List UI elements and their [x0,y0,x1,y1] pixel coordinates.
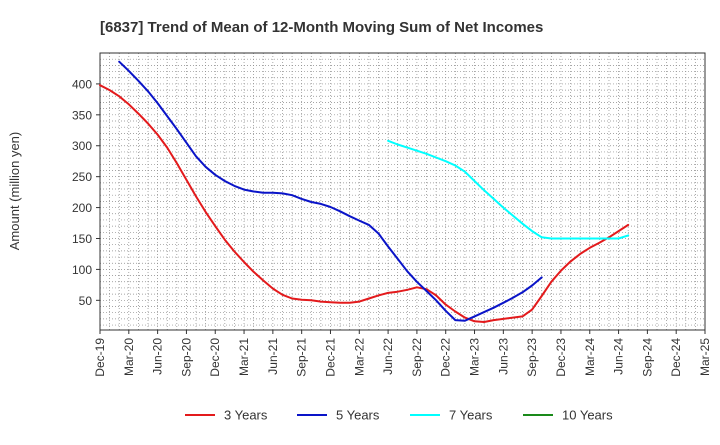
y-tick-label: 200 [72,201,92,215]
y-tick-label: 150 [72,232,92,246]
x-tick-label: Dec-20 [208,338,222,377]
y-axis-label: Amount (million yen) [7,132,22,251]
x-tick-label: Dec-19 [93,338,107,377]
x-tick-label: Sep-24 [640,338,654,377]
y-tick-label: 400 [72,77,92,91]
x-tick-label: Dec-22 [439,338,453,377]
x-tick-label: Jun-23 [496,338,510,375]
x-tick-label: Mar-25 [698,338,712,376]
y-tick-label: 100 [72,263,92,277]
x-tick-label: Sep-22 [410,338,424,377]
legend: 3 Years 5 Years 7 Years 10 Years [185,408,613,423]
y-tick-label: 300 [72,139,92,153]
plot-background [100,53,705,330]
series-line-1 [99,84,630,323]
x-tick-label: Dec-21 [323,338,337,377]
x-tick-label: Mar-24 [583,338,597,376]
series-line-3 [387,139,630,240]
y-tick-label: 350 [72,108,92,122]
y-tick-label: 250 [72,170,92,184]
x-tick-label: Jun-20 [151,338,165,375]
x-tick-label: Mar-21 [237,338,251,376]
plot-area: 50 100 150 200 250 300 350 400 Dec-19 Mar-20 Jun-2… [72,52,712,377]
x-tick-label: Sep-21 [295,338,309,377]
legend-label-4: 10 Years [562,408,613,423]
x-tick-label: Mar-23 [468,338,482,376]
x-tick-label: Mar-22 [352,338,366,376]
series-line-2 [118,60,543,322]
chart-title: [6837] Trend of Mean of 12-Month Moving … [100,19,543,36]
x-tick-label: Dec-24 [669,338,683,377]
x-tick-label: Jun-24 [612,338,626,375]
legend-label-1: 3 Years [224,408,268,423]
x-tick-label: Sep-20 [179,338,193,377]
y-tick-label: 50 [79,294,93,308]
x-tick-label: Dec-23 [554,338,568,377]
legend-label-3: 7 Years [449,408,493,423]
x-tick-label: Sep-23 [525,338,539,377]
x-tick-label: Jun-22 [381,338,395,375]
x-tick-label: Mar-20 [122,338,136,376]
x-tick-label: Jun-21 [266,338,280,375]
plot-frame [99,52,706,331]
legend-label-2: 5 Years [336,408,380,423]
